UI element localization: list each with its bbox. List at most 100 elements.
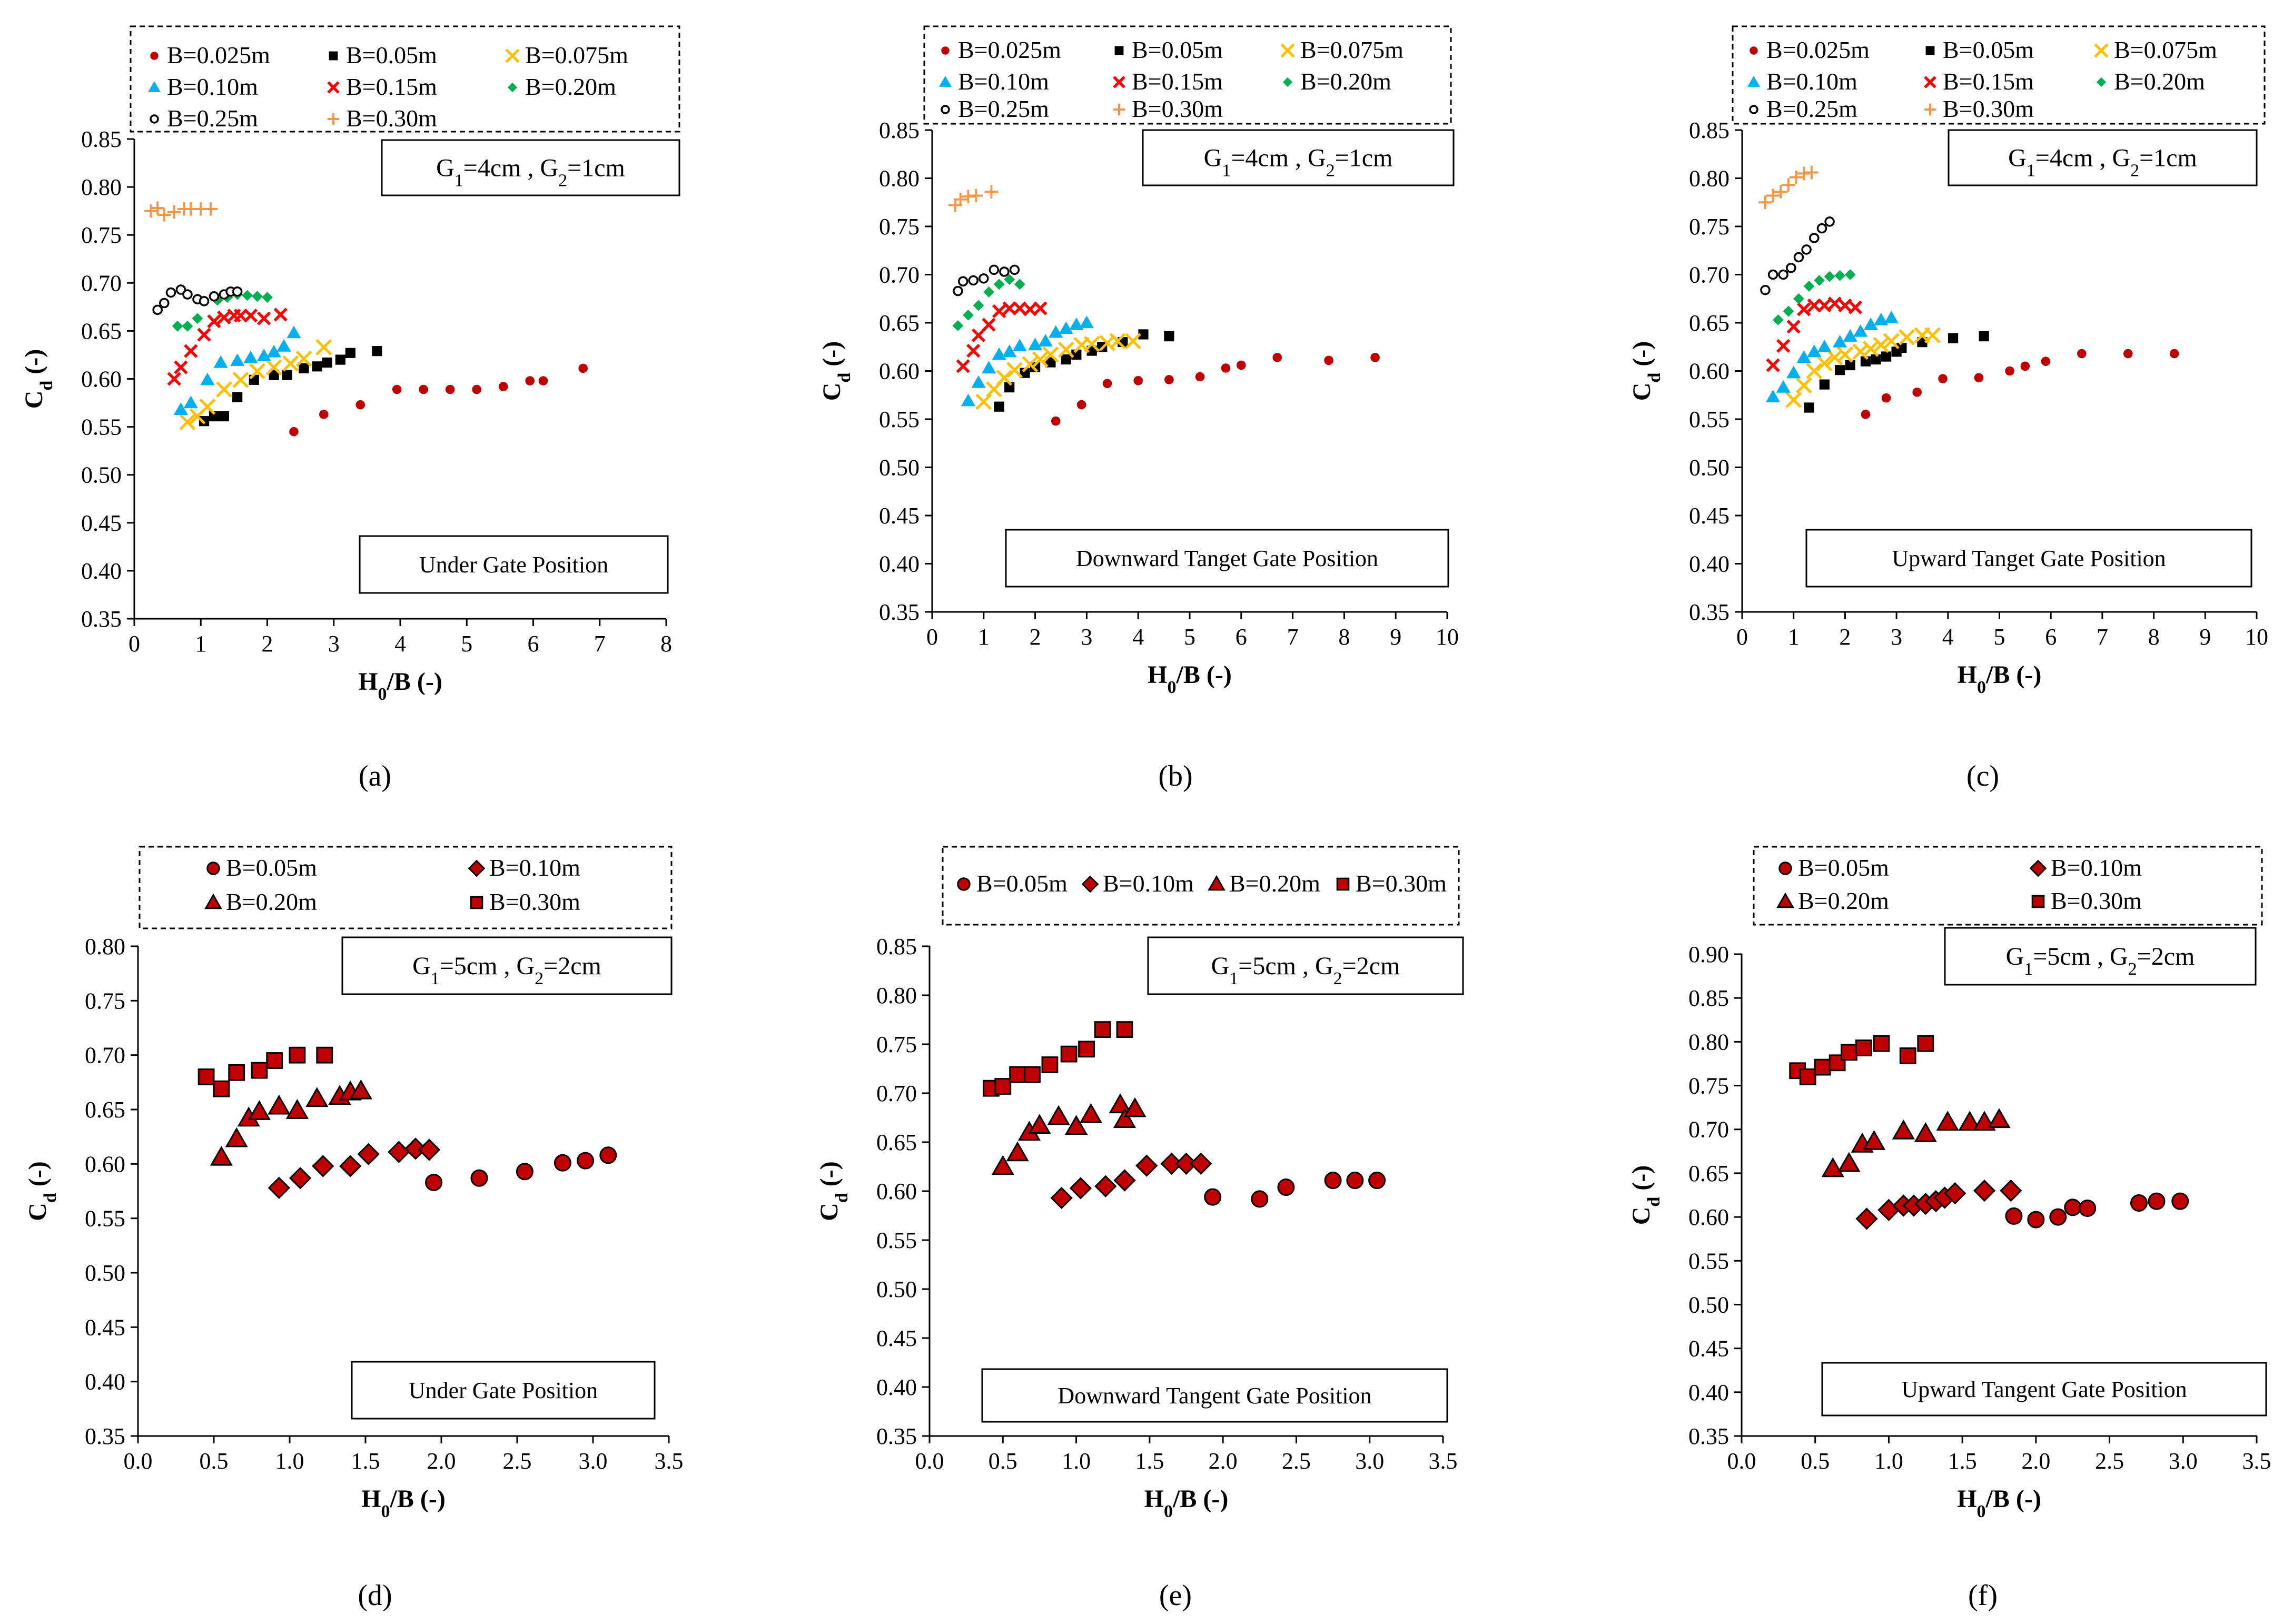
data-point (1102, 379, 1112, 389)
data-point (316, 1046, 333, 1064)
x-tick-label: 0.0 (915, 1448, 944, 1474)
x-tick-label: 1.5 (1948, 1448, 1977, 1474)
legend-marker (505, 48, 520, 63)
y-tick-label: 0.70 (879, 262, 920, 288)
y-tick-label: 0.60 (1688, 1204, 1729, 1230)
x-tick-label: 1.5 (351, 1448, 380, 1474)
data-point (1814, 275, 1825, 286)
data-point (268, 1094, 291, 1115)
series-B=0.05m (425, 1146, 617, 1191)
y-tick-label: 0.35 (876, 1423, 917, 1449)
data-point (1837, 1152, 1861, 1172)
data-point (319, 410, 329, 419)
data-point (1006, 362, 1023, 379)
gate-info-box (381, 139, 680, 196)
position-label: Downward Tangent Gate Position (1058, 1383, 1371, 1409)
y-tick-label: 0.65 (81, 318, 122, 344)
series-B=0.075m (179, 339, 332, 430)
series-B=0.25m (152, 284, 243, 315)
data-point (1835, 365, 1845, 375)
data-point (1049, 325, 1063, 338)
legend-marker (2096, 77, 2107, 87)
data-point (1862, 341, 1879, 357)
series-B=0.05m (2005, 1192, 2189, 1229)
series-B=0.10m (1050, 1152, 1212, 1210)
data-point (232, 371, 249, 388)
data-point (1826, 349, 1843, 366)
data-point (1125, 333, 1141, 350)
series-B=0.10m (1855, 1180, 2022, 1230)
data-point (1076, 400, 1086, 410)
chart-panel-3: 0.35 0.40 0.45 0.50 0.55 0.60 0.65 0.70 0.75 0.80… (24, 846, 684, 1612)
y-tick-label: 0.35 (85, 1423, 125, 1449)
legend-marker (150, 114, 159, 124)
data-point (1346, 1172, 1364, 1190)
data-point (1094, 1175, 1117, 1197)
data-point (1855, 1039, 1872, 1056)
y-tick-label: 0.50 (876, 1276, 917, 1302)
legend-marker (1750, 46, 1758, 55)
x-tick-label: 9 (2199, 624, 2211, 650)
data-point (578, 363, 588, 373)
x-tick-label: 5 (461, 631, 472, 657)
y-axis-label: Cd (-) (24, 1161, 60, 1221)
x-tick-label: 5 (1184, 624, 1195, 650)
series-B=0.30m (144, 201, 218, 222)
y-tick-label: 0.70 (85, 1043, 125, 1068)
data-point (1873, 1035, 1890, 1052)
panel-label: (b) (1158, 760, 1192, 793)
data-point (966, 343, 981, 358)
legend-label: B=0.30m (1356, 870, 1447, 897)
data-point (1022, 356, 1039, 373)
data-point (1817, 340, 1832, 352)
data-point (1874, 312, 1889, 325)
data-point (1899, 1047, 1916, 1064)
data-point (1809, 233, 1820, 243)
data-point (2169, 349, 2179, 359)
series-B=0.075m (975, 333, 1141, 410)
data-point (204, 202, 218, 216)
y-tick-label: 0.65 (1689, 310, 1729, 336)
data-point (182, 320, 193, 332)
data-point (1045, 357, 1056, 368)
data-point (418, 1138, 441, 1161)
legend-marker (1925, 46, 1935, 55)
data-point (1766, 358, 1780, 372)
data-point (1774, 185, 1788, 199)
x-tick-label: 2.5 (503, 1448, 532, 1474)
data-point (285, 1099, 309, 1119)
data-point (472, 384, 481, 394)
data-point (2148, 1192, 2166, 1210)
data-point (1936, 1111, 1959, 1131)
data-point (1824, 216, 1835, 227)
data-point (1805, 165, 1819, 180)
x-tick-label: 0.5 (989, 1448, 1017, 1474)
position-box (351, 1361, 656, 1420)
series-B=0.10m (268, 1137, 441, 1199)
data-point (984, 185, 999, 199)
series-B=0.15m (956, 301, 1047, 373)
x-tick-label: 4 (1942, 624, 1954, 650)
series-B=0.20m (210, 1079, 372, 1166)
y-tick-label: 0.35 (879, 599, 920, 625)
y-tick-label: 0.55 (879, 407, 920, 432)
y-tick-label: 0.45 (81, 510, 122, 536)
y-tick-label: 0.55 (1688, 1248, 1729, 1274)
data-point (1079, 315, 1094, 329)
legend-marker (1208, 875, 1225, 891)
x-tick-label: 2.5 (1282, 1448, 1311, 1474)
x-tick-label: 2.5 (2095, 1448, 2124, 1474)
data-point (1050, 1186, 1073, 1210)
data-point (445, 384, 455, 394)
data-point (1251, 1190, 1269, 1208)
data-point (1324, 355, 1333, 365)
data-point (269, 370, 279, 380)
data-point (273, 308, 288, 322)
data-point (992, 304, 1006, 319)
series-B=0.30m (197, 1046, 333, 1097)
y-axis-label: Cd (-) (818, 341, 854, 401)
legend-label: B=0.20m (525, 73, 616, 100)
data-point (251, 1062, 268, 1079)
data-point (554, 1154, 571, 1172)
